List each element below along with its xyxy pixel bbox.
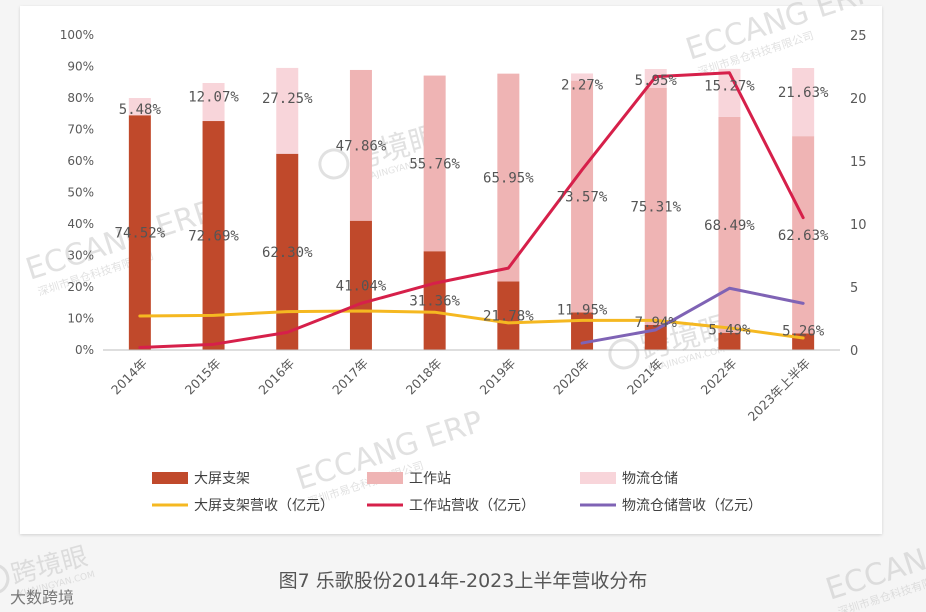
data-label: 65.95%: [483, 171, 534, 187]
data-label: 62.30%: [262, 245, 313, 261]
line-layer: [138, 71, 805, 349]
data-label: 31.36%: [409, 294, 460, 310]
x-axis-tick-label: 2018年: [403, 356, 445, 398]
bar-大屏支架: [497, 281, 520, 350]
data-label: 68.49%: [704, 218, 755, 234]
left-axis-tick-label: 70%: [67, 123, 94, 137]
data-label: 2.27%: [561, 77, 604, 93]
left-axis-tick-label: 30%: [67, 249, 94, 263]
data-label: 41.04%: [336, 278, 387, 294]
bar-大屏支架: [128, 115, 151, 351]
bar-物流仓储: [276, 67, 299, 154]
data-label: 5.48%: [119, 102, 162, 118]
x-axis-tick-label: 2023年上半年: [745, 356, 813, 424]
line-大屏支架营收（亿元）: [138, 309, 805, 340]
data-label: 5.95%: [635, 73, 678, 89]
right-axis-tick-label: 20: [850, 92, 867, 107]
right-axis-tick-label: 10: [850, 218, 867, 233]
left-axis-tick-label: 10%: [67, 312, 94, 326]
data-label-layer: 74.52% 72.69% 62.30% 41.04% 31.36% 21.78% 11.9…: [115, 73, 829, 339]
legend-swatch: [367, 472, 403, 484]
data-label: 62.63%: [778, 228, 829, 244]
data-label: 73.57%: [557, 189, 608, 205]
data-label: 55.76%: [409, 156, 460, 172]
right-axis-tick-label: 0: [850, 344, 858, 359]
legend-label: 工作站: [409, 471, 451, 487]
bar-工作站: [792, 136, 815, 334]
x-axis-tick-label: 2022年: [698, 356, 740, 398]
bar-物流仓储: [792, 68, 815, 137]
bar-工作站: [644, 87, 667, 325]
legend-swatch: [580, 472, 616, 484]
figure-caption: 图7 乐歌股份2014年-2023上半年营收分布: [278, 570, 648, 592]
watermark-eye-icon: [0, 563, 10, 595]
bar-工作站: [497, 73, 520, 282]
legend-label: 大屏支架营收（亿元）: [194, 498, 334, 514]
right-axis-tick-label: 15: [850, 155, 867, 170]
line-物流仓储营收（亿元）: [580, 286, 805, 345]
legend-label: 工作站营收（亿元）: [409, 498, 535, 514]
left-axis-tick-label: 40%: [67, 217, 94, 231]
data-label: 5.49%: [708, 323, 751, 339]
bar-物流仓储: [571, 73, 594, 81]
bar-大屏支架: [202, 121, 225, 351]
data-label: 7.94%: [635, 315, 678, 331]
bar-物流仓储: [202, 83, 225, 122]
watermark-eye-icon: [318, 148, 350, 180]
line-工作站营收（亿元）: [138, 71, 805, 349]
left-axis-tick-label: 100%: [60, 28, 94, 42]
left-axis-tick-label: 0%: [75, 343, 94, 357]
bar-物流仓储: [128, 98, 151, 116]
x-axis-tick-label: 2020年: [550, 356, 592, 398]
data-label: 74.52%: [115, 226, 166, 242]
bar-大屏支架: [718, 332, 741, 350]
left-axis-tick-label: 90%: [67, 60, 94, 74]
footer-brand: 大数跨境: [10, 588, 75, 607]
watermark-eye-icon: [608, 338, 640, 370]
data-label: 5.26%: [782, 323, 825, 339]
data-label: 12.07%: [188, 89, 239, 105]
x-axis-tick-label: 2014年: [108, 356, 150, 398]
left-axis-tick-label: 50%: [67, 186, 94, 200]
data-label: 21.78%: [483, 309, 534, 325]
left-axis-tick-label: 20%: [67, 280, 94, 294]
bar-工作站: [718, 116, 741, 333]
x-axis-tick-label: 2015年: [182, 356, 224, 398]
left-axis-tick-label: 80%: [67, 91, 94, 105]
data-label: 15.27%: [704, 79, 755, 95]
bar-大屏支架: [276, 153, 299, 350]
right-axis-tick-label: 5: [850, 281, 858, 296]
bar-工作站: [571, 80, 594, 313]
bar-工作站: [349, 69, 372, 221]
data-label: 72.69%: [188, 229, 239, 245]
legend-label: 物流仓储营收（亿元）: [622, 498, 762, 514]
bar-工作站: [423, 75, 446, 252]
legend-swatch: [152, 472, 188, 484]
right-axis-tick-label: 25: [850, 29, 867, 44]
left-axis-tick-label: 60%: [67, 154, 94, 168]
data-label: 47.86%: [336, 138, 387, 154]
watermark-eccang-text: ECCANG ERP: [682, 0, 878, 68]
data-label: 11.95%: [557, 302, 608, 318]
bar-大屏支架: [423, 251, 446, 350]
data-label: 75.31%: [630, 199, 681, 215]
bar-大屏支架: [349, 220, 372, 350]
x-axis-tick-label: 2016年: [255, 356, 297, 398]
data-label: 21.63%: [778, 85, 829, 101]
legend-label: 大屏支架: [194, 471, 250, 487]
legend-label: 物流仓储: [622, 471, 678, 487]
bar-layer: [128, 67, 815, 351]
data-label: 27.25%: [262, 91, 313, 107]
x-axis-tick-label: 2019年: [477, 356, 519, 398]
x-axis-tick-label: 2017年: [329, 356, 371, 398]
